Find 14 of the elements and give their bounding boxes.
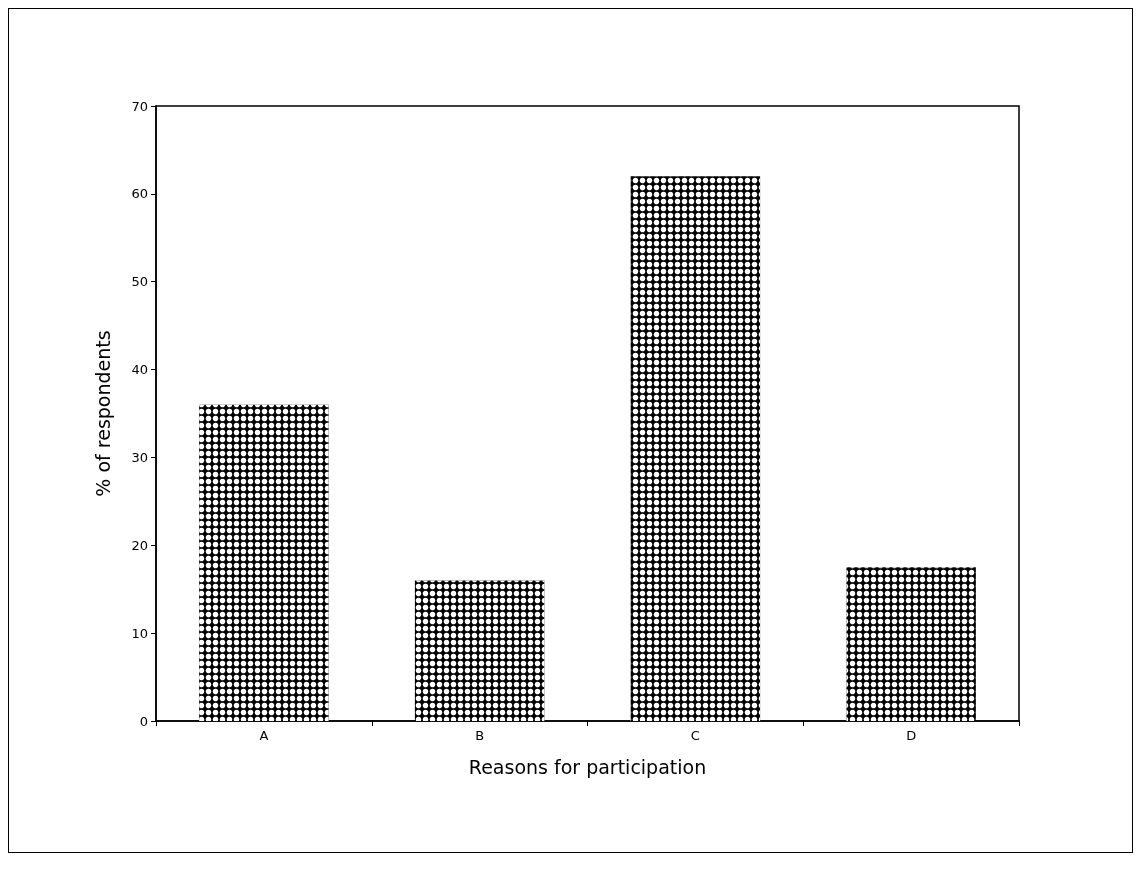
y-tick-label: 60	[131, 186, 148, 202]
x-tick-label: A	[259, 728, 269, 743]
y-tick-label: 30	[131, 449, 148, 465]
x-axis-title: Reasons for participation	[468, 755, 707, 778]
x-tick-label: C	[690, 728, 700, 743]
y-axis-title: % of respondents	[91, 330, 114, 497]
y-tick-label: 10	[131, 625, 148, 641]
y-tick-label: 20	[131, 537, 148, 553]
x-tick-label: D	[906, 728, 917, 743]
y-tick-label: 50	[131, 274, 148, 290]
y-tick-label: 0	[139, 713, 148, 729]
x-tick-label: B	[475, 728, 485, 743]
y-tick-label: 70	[131, 98, 148, 114]
y-tick-label: 40	[131, 362, 148, 378]
